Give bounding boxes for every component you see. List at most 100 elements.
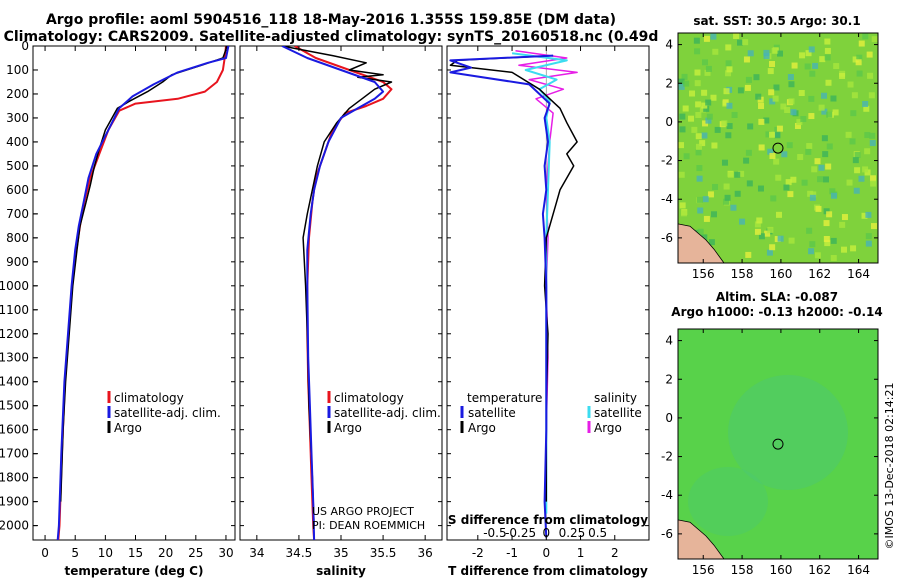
sst-pixel [821,108,828,115]
sst-pixel [737,87,744,94]
sst-pixel [746,180,753,187]
sst-pixel [810,191,817,198]
depth-tick-label: 1400 [0,375,29,389]
sst-pixel [755,93,762,100]
sst-pixel [788,237,795,244]
sst-pixel [808,95,815,102]
legend-label-argo-s: Argo [594,421,622,435]
x-tick-label: 10 [98,546,113,560]
sla-map-title-2: Argo h1000: -0.13 h2000: -0.14 [671,305,882,319]
sla-anomaly [728,375,848,490]
sst-pixel [695,133,702,140]
sst-pixel [757,185,764,192]
sst-pixel [823,220,830,227]
sst-pixel [788,98,795,105]
sst-pixel [830,255,837,262]
sst-pixel [744,84,751,91]
sst-pixel [679,202,686,209]
sst-pixel [854,151,861,158]
sst-pixel [824,240,831,247]
temperature-panel-frame [32,45,236,541]
salinity-panel [281,46,393,540]
sst-pixel [809,70,816,77]
depth-tick-label: 400 [6,135,29,149]
depth-tick-label: 1900 [0,495,29,509]
x-tick-label: 5 [71,546,79,560]
x-tick-label: 30 [218,546,233,560]
salinity-axis: 34 34.5 35 35.5 36 [240,45,442,560]
salinity-legend: climatology satellite-adj. clim. Argo US… [312,391,441,532]
sst-pixel [864,169,871,176]
sst-pixel [863,105,870,112]
sst-pixel [866,51,873,58]
depth-tick-label: 0 [21,39,29,53]
depth-tick-label: 1700 [0,447,29,461]
sst-pixel [699,140,706,147]
sst-pixel [852,56,859,63]
sst-map: 156 158 160 162 164 4 2 0 -2 -4 -6 [661,32,879,281]
sst-pixel [858,175,865,182]
sst-pixel [701,102,708,109]
sst-pixel [818,104,825,111]
sst-pixel [785,179,792,186]
sst-pixel [846,179,853,186]
sst-pixel [743,56,750,63]
sst-pixel [757,96,764,103]
sst-pixel [809,194,816,201]
sst-pixel [701,234,708,241]
sst-pixel [745,149,752,156]
sst-pixel [723,88,730,95]
sst-pixel [847,81,854,88]
sst-pixel [766,249,773,256]
lat-tick-label: 2 [665,76,673,90]
depth-tick-label: 1800 [0,471,29,485]
sst-pixel [706,113,713,120]
sst-pixel [832,109,839,116]
salinity-panel-frame [239,45,443,541]
legend-label-argo: Argo [114,421,142,435]
sst-pixel [753,74,760,81]
lat-tick-label: 0 [665,411,673,425]
depth-axis: 0 100 200 300 400 500 600 700 800 900 1000 1100 1200… [0,39,38,533]
sst-pixel [774,132,781,139]
argo-location-marker [772,142,784,154]
sst-pixel [867,72,874,79]
sst-pixel [705,65,712,72]
sst-pixel [724,194,731,201]
sst-pixel [731,111,738,118]
sst-pixel [808,248,815,255]
sst-pixel [765,131,772,138]
sst-pixel [725,44,732,51]
sst-pixel [833,63,840,70]
sst-pixel [871,36,878,43]
sst-pixel [788,81,795,88]
sst-pixel [736,39,743,46]
depth-tick-label: 1300 [0,351,29,365]
legend-label-argo: Argo [334,421,362,435]
sst-pixel [806,227,813,234]
sst-pixel [743,157,750,164]
sst-pixel [775,211,782,218]
sst-pixel [733,33,740,40]
sst-pixel [694,80,701,87]
lon-tick-label: 160 [769,267,792,281]
sst-pixel [870,223,877,230]
sst-pixel [808,46,815,53]
lon-tick-label: 160 [769,563,792,577]
sst-pixel [703,105,710,112]
sst-pixel [758,118,765,125]
lon-tick-label: 162 [808,267,831,281]
depth-tick-label: 1100 [0,303,29,317]
sst-pixel [703,215,710,222]
sst-pixel [707,191,714,198]
sst-pixel [841,214,848,221]
sst-pixel [702,196,709,203]
lon-tick-label: 158 [731,267,754,281]
sst-pixel [705,99,712,106]
sst-pixel [856,70,863,77]
sst-pixel [696,165,703,172]
map-frame [677,32,879,264]
x-tick-label: 15 [128,546,143,560]
sst-pixel [772,95,779,102]
